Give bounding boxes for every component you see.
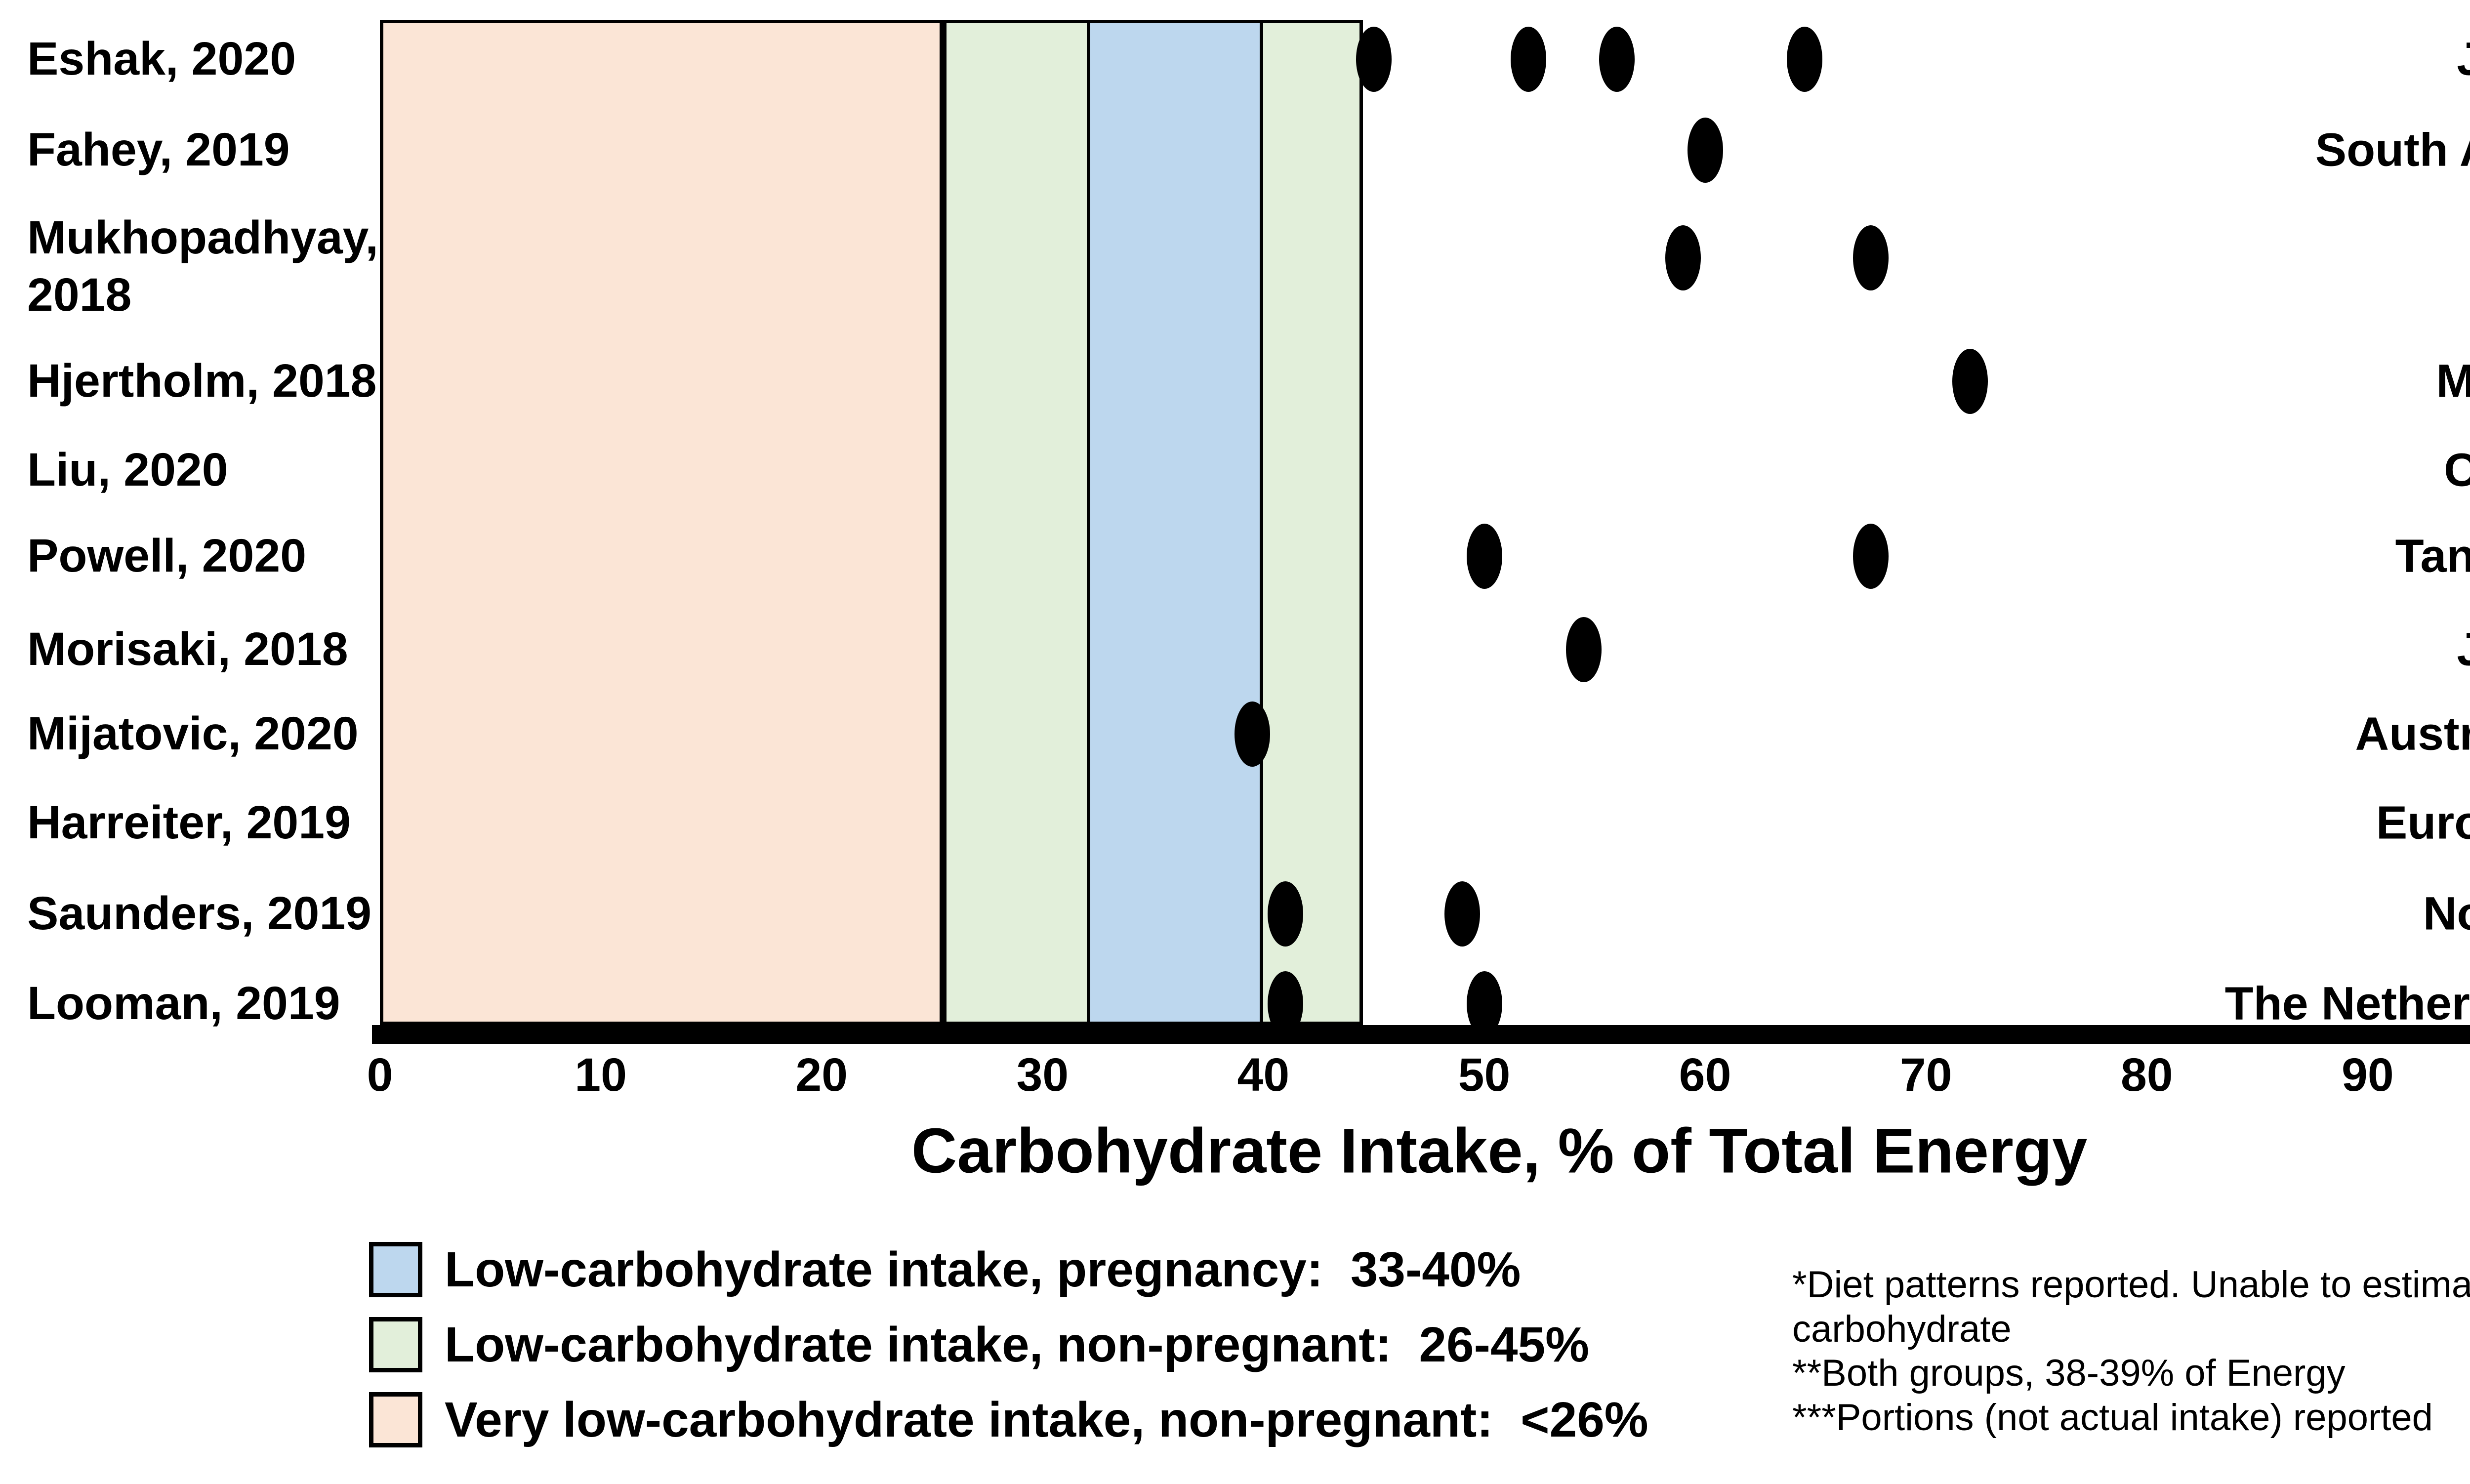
legend-swatch (369, 1242, 422, 1297)
data-point (1356, 27, 1392, 92)
study-label: Saunders, 2019 (27, 887, 372, 940)
legend-label: Very low-carbohydrate intake, non-pregna… (445, 1392, 1648, 1447)
study-label: Harreiter, 2019 (27, 796, 351, 849)
data-point (1510, 27, 1546, 92)
x-axis-line (372, 1025, 2470, 1044)
band-low-carbohydrate-pregnancy (1086, 20, 1264, 1025)
footnote-line: *Diet patterns reported. Unable to estim… (1792, 1264, 2470, 1350)
study-label: Mijatovic, 2020 (27, 707, 359, 760)
study-label: Hjertholm, 2018 (27, 355, 377, 408)
x-tick-label: 60 (1679, 1049, 1731, 1101)
x-tick-label: 50 (1458, 1049, 1511, 1101)
data-point (1952, 349, 1988, 414)
legend-swatch (369, 1317, 422, 1372)
study-label: Eshak, 2020 (27, 33, 296, 85)
legend-item: Low-carbohydrate intake, non-pregnant: 2… (369, 1308, 1589, 1382)
legend-item: Low-carbohydrate intake, pregnancy: 33-4… (369, 1233, 1521, 1307)
data-point (1268, 881, 1304, 947)
data-point (1665, 225, 1701, 290)
data-point (1852, 524, 1889, 589)
data-point (1268, 971, 1304, 1036)
data-point (1565, 617, 1602, 682)
country-label: Tanzania (2395, 530, 2470, 582)
study-label: Morisaki, 2018 (27, 623, 348, 676)
country-label: Japan (2457, 33, 2470, 85)
data-point (1466, 971, 1502, 1036)
country-label: Australia** (2355, 707, 2470, 760)
legend-label: Low-carbohydrate intake, non-pregnant: 2… (445, 1317, 1590, 1372)
study-label: Powell, 2020 (27, 530, 307, 582)
study-label: Looman, 2019 (27, 977, 340, 1030)
x-tick-label: 70 (1899, 1049, 1952, 1101)
x-tick-label: 80 (2120, 1049, 2173, 1101)
data-point (1235, 701, 1271, 767)
country-label: Europe*** (2376, 796, 2470, 849)
footnotes: *Diet patterns reported. Unable to estim… (1792, 1263, 2470, 1440)
x-tick-label: 40 (1237, 1049, 1290, 1101)
study-label: Mukhopadhyay, 2018 (27, 211, 378, 321)
x-axis-title: Carbohydrate Intake, % of Total Energy (911, 1115, 2088, 1187)
legend-label: Low-carbohydrate intake, pregnancy: 33-4… (445, 1241, 1521, 1297)
country-label: Norway (2423, 887, 2470, 940)
country-label: China* (2444, 444, 2470, 496)
country-label: Mulawi (2436, 355, 2470, 408)
country-label: Japan (2457, 623, 2470, 676)
x-tick-label: 20 (795, 1049, 848, 1101)
legend-item: Very low-carbohydrate intake, non-pregna… (369, 1383, 1648, 1457)
x-tick-label: 90 (2342, 1049, 2394, 1101)
footnote-line: **Both groups, 38-39% of Energy (1792, 1352, 2346, 1395)
country-label: South Africa (2315, 124, 2470, 176)
country-label: The Netherlands (2224, 977, 2470, 1030)
legend-swatch (369, 1392, 422, 1447)
data-point (1852, 225, 1889, 290)
band-very-low-carbohydrate-non-pregnant (380, 20, 944, 1025)
data-point (1786, 27, 1822, 92)
data-point (1466, 524, 1502, 589)
study-label: Fahey, 2019 (27, 124, 290, 176)
data-point (1687, 118, 1723, 183)
data-point (1599, 27, 1635, 92)
x-tick-label: 30 (1016, 1049, 1069, 1101)
x-tick-label: 10 (575, 1049, 627, 1101)
data-point (1444, 881, 1480, 947)
footnote-line: ***Portions (not actual intake) reported (1792, 1397, 2433, 1439)
study-label: Liu, 2020 (27, 444, 228, 496)
x-tick-label: 0 (367, 1049, 393, 1101)
